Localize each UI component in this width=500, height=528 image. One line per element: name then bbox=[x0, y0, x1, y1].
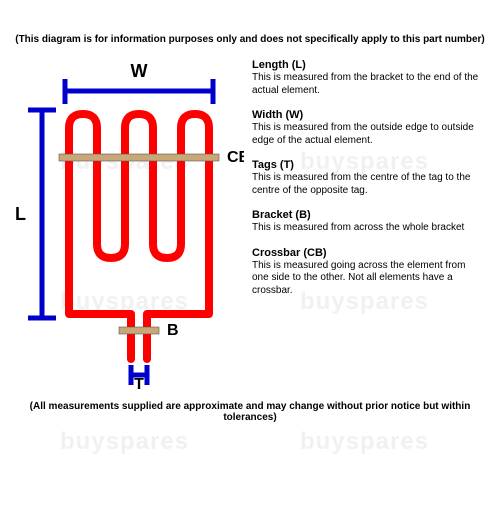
element-diagram: W L T CB B bbox=[14, 59, 244, 389]
legend-desc: This is measured from the bracket to the… bbox=[252, 72, 482, 97]
legend-title: Width (W) bbox=[252, 109, 482, 121]
legend-title: Length (L) bbox=[252, 59, 482, 71]
legend-column: Length (L)This is measured from the brac… bbox=[244, 59, 482, 389]
heating-element bbox=[69, 114, 209, 359]
legend-block: Bracket (B)This is measured from across … bbox=[252, 209, 482, 235]
legend-desc: This is measured from the outside edge t… bbox=[252, 122, 482, 147]
legend-title: Tags (T) bbox=[252, 159, 482, 171]
diagram-column: W L T CB B bbox=[14, 59, 244, 389]
bottom-disclaimer: (All measurements supplied are approxima… bbox=[0, 395, 500, 429]
top-disclaimer: (This diagram is for information purpose… bbox=[0, 28, 500, 51]
legend-block: Crossbar (CB)This is measured going acro… bbox=[252, 247, 482, 298]
legend-block: Length (L)This is measured from the brac… bbox=[252, 59, 482, 97]
legend-desc: This is measured from the centre of the … bbox=[252, 172, 482, 197]
legend-desc: This is measured from across the whole b… bbox=[252, 222, 482, 235]
watermark-text: buyspares bbox=[60, 428, 189, 456]
label-l: L bbox=[15, 204, 26, 224]
legend-block: Tags (T)This is measured from the centre… bbox=[252, 159, 482, 197]
legend-title: Bracket (B) bbox=[252, 209, 482, 221]
legend-desc: This is measured going across the elemen… bbox=[252, 260, 482, 298]
legend-title: Crossbar (CB) bbox=[252, 247, 482, 259]
crossbar bbox=[59, 154, 219, 161]
watermark-text: buyspares bbox=[300, 428, 429, 456]
bracket bbox=[119, 327, 159, 334]
label-t: T bbox=[134, 376, 144, 389]
label-cb: CB bbox=[227, 149, 244, 166]
label-b: B bbox=[167, 322, 179, 339]
legend-block: Width (W)This is measured from the outsi… bbox=[252, 109, 482, 147]
label-w: W bbox=[131, 61, 148, 81]
content-row: WLTCBB Length (L)This is measured from t… bbox=[0, 51, 500, 389]
